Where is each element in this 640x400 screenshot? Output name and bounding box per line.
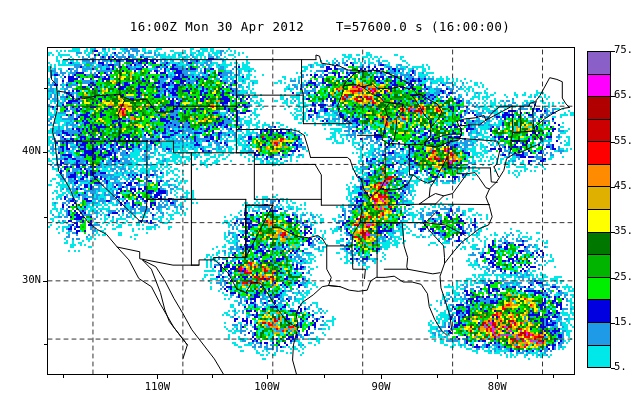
colorbar-band-7 [588, 210, 610, 233]
colorbar-band-0 [588, 52, 610, 75]
colorbar-tick-mark [611, 96, 615, 97]
colorbar-band-13 [588, 345, 610, 368]
colorbar-tick-label: 75. [614, 44, 633, 56]
colorbar-band-8 [588, 232, 610, 256]
colorbar-tick-label: 45. [614, 179, 633, 192]
x-axis-minor-tick [324, 374, 325, 378]
reflectivity-colorbar[interactable] [587, 51, 611, 368]
colorbar-tick-mark [611, 323, 615, 324]
colorbar-tick-label: 55. [614, 134, 633, 147]
y-axis-minor-tick [44, 217, 48, 218]
x-axis-tick-label: 110W [144, 381, 171, 393]
colorbar-band-5 [588, 164, 610, 188]
x-axis-tick-mark [381, 374, 382, 379]
x-axis-minor-tick [553, 374, 554, 378]
y-axis-minor-tick [44, 88, 48, 89]
colorbar-band-6 [588, 187, 610, 211]
colorbar-tick-label: 5. [614, 361, 627, 373]
y-axis-tick-mark [43, 152, 48, 153]
colorbar-tick-mark [611, 278, 615, 279]
x-axis-tick-label: 90W [371, 381, 391, 393]
x-axis-tick-label: 80W [487, 381, 507, 393]
x-axis-minor-tick [107, 374, 108, 378]
colorbar-tick-label: 65. [614, 89, 633, 102]
figure-title: 16:00Z Mon 30 Apr 2012 T=57600.0 s (16:0… [129, 19, 511, 34]
colorbar-band-2 [588, 97, 610, 120]
colorbar-band-10 [588, 277, 610, 301]
colorbar-tick-mark [611, 187, 615, 188]
y-axis-minor-tick [44, 344, 48, 345]
x-axis-tick-label: 100W [254, 381, 280, 393]
colorbar-band-12 [588, 322, 610, 346]
y-axis-tick-mark [43, 281, 48, 282]
colorbar-tick-mark [611, 51, 615, 52]
x-axis-tick-mark [157, 374, 158, 379]
colorbar-band-11 [588, 300, 610, 323]
colorbar-band-9 [588, 255, 610, 278]
x-axis-minor-tick [437, 374, 438, 378]
colorbar-band-3 [588, 119, 610, 143]
colorbar-band-4 [588, 142, 610, 165]
colorbar-tick-label: 15. [614, 315, 633, 328]
x-axis-tick-mark [497, 374, 498, 379]
colorbar-band-1 [588, 74, 610, 98]
x-axis-minor-tick [63, 374, 64, 378]
x-axis-tick-mark [267, 374, 268, 379]
y-axis-tick-label: 30N [22, 274, 41, 287]
y-axis-tick-label: 40N [22, 145, 41, 158]
colorbar-tick-label: 35. [614, 225, 633, 238]
map-plot-area[interactable] [47, 47, 575, 375]
colorbar-tick-mark [611, 142, 615, 143]
radar-reflectivity-layer [48, 48, 574, 374]
x-axis-minor-tick [212, 374, 213, 378]
colorbar-tick-label: 25. [614, 270, 633, 283]
colorbar-tick-mark [611, 232, 615, 233]
colorbar-tick-mark [611, 368, 615, 369]
